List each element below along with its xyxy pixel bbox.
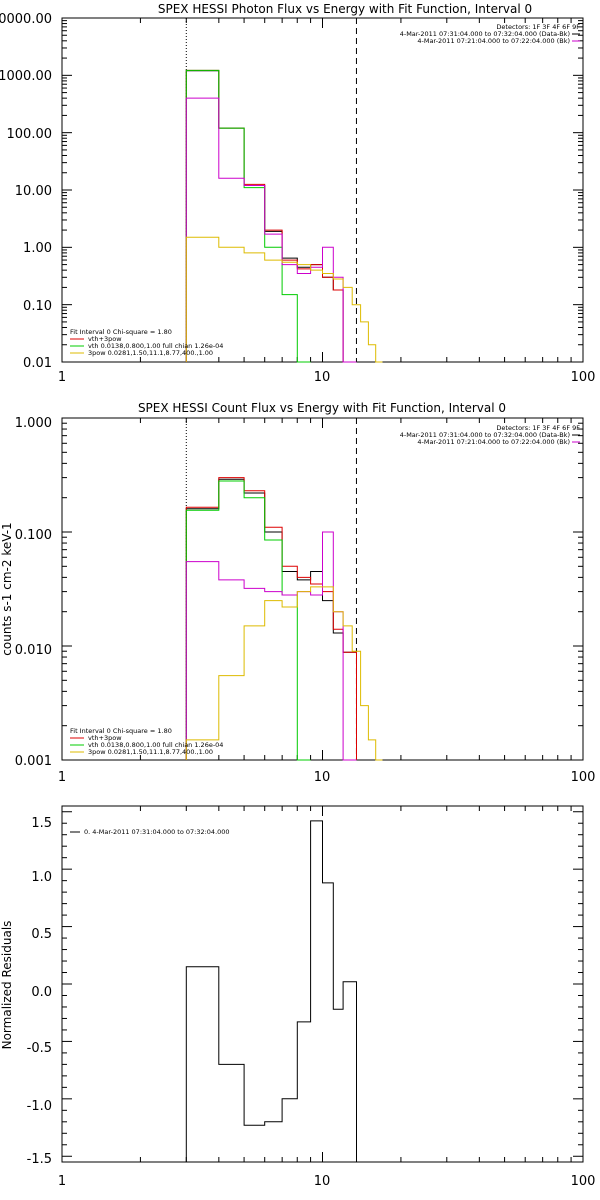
residual-legend-text: 0. 4-Mar-2011 07:31:04.000 to 07:32:04.0… <box>84 828 230 836</box>
photon-legend-bottomleft: Fit Interval 0 Chi-square = 1.80 vth+3po… <box>70 328 223 357</box>
photon-axis-ticks <box>61 18 583 363</box>
photon-y-tick-label: 0000.00 <box>0 12 52 27</box>
photon-series <box>185 69 383 363</box>
photon-vertical-markers <box>185 18 357 362</box>
residual-y-tick-label: 0.0 <box>31 985 52 1000</box>
photon-legend-topright: Detectors: 1F 3F 4F 6F 9F 4-Mar-2011 07:… <box>400 23 581 45</box>
count-y-tick-label: 1.000 <box>15 416 52 431</box>
photon-legend-total: vth+3pow <box>88 335 122 343</box>
count-legend-3pow: 3pow 0.0281,1.50,11.1,8.77,400.,1.00 <box>88 748 213 756</box>
count-x-tick-label: 100 <box>571 770 596 785</box>
photon-series-1-line <box>185 69 357 363</box>
count-series-0-line <box>185 478 357 760</box>
count-series-2-line <box>185 480 311 761</box>
count-y-tick-label: 0.100 <box>15 528 52 543</box>
residual-y-tick-label: -1.5 <box>27 1152 52 1167</box>
residual-y-tick-label: -0.5 <box>27 1041 52 1056</box>
residual-series <box>185 820 357 1162</box>
count-series <box>185 477 383 761</box>
residual-axis-ticks <box>61 806 583 1162</box>
count-legend-topright: Detectors: 1F 3F 4F 6F 9F 4-Mar-2011 07:… <box>400 424 581 446</box>
count-series-4-line <box>185 586 383 761</box>
residual-y-tick-label: 0.5 <box>31 927 52 942</box>
count-legend-total: vth+3pow <box>88 734 122 742</box>
photon-legend-detectors: Detectors: 1F 3F 4F 6F 9F <box>496 23 580 31</box>
count-y-tick-label: 0.001 <box>15 754 52 769</box>
photon-panel-title: SPEX HESSI Photon Flux vs Energy with Fi… <box>158 2 532 16</box>
photon-legend-fit-interval: Fit Interval 0 Chi-square = 1.80 <box>70 328 172 336</box>
panel-photon-flux: SPEX HESSI Photon Flux vs Energy with Fi… <box>0 2 595 385</box>
count-panel-title: SPEX HESSI Count Flux vs Energy with Fit… <box>138 401 506 415</box>
photon-x-tick-label: 100 <box>571 370 596 385</box>
photon-legend-vth: vth 0.0138,0.800,1.00 full chian 1.26e-0… <box>88 342 223 350</box>
photon-x-tick-label: 10 <box>314 370 331 385</box>
panel-count-flux: SPEX HESSI Count Flux vs Energy with Fit… <box>0 401 595 785</box>
photon-y-tick-label: 1.00 <box>23 241 52 256</box>
photon-y-tick-label: 0.10 <box>23 299 52 314</box>
count-series-1-line <box>185 477 357 760</box>
residual-series-0-line <box>185 820 357 1162</box>
residual-y-tick-label: 1.0 <box>31 870 52 885</box>
residual-x-tick-label: 100 <box>571 1174 596 1189</box>
count-vertical-markers <box>185 418 357 760</box>
panel-residuals: Normalized Residuals 1.5 1.0 0.5 0.0 -0.… <box>0 805 596 1189</box>
count-y-tick-label: 0.010 <box>15 643 52 658</box>
count-series-3-line <box>185 531 357 761</box>
photon-series-4-line <box>185 236 383 363</box>
photon-y-tick-label: 0.01 <box>23 356 52 371</box>
photon-legend-bk: 4-Mar-2011 07:21:04.000 to 07:22:04.000 … <box>417 37 570 45</box>
count-legend-vth: vth 0.0138,0.800,1.00 full chian 1.26e-0… <box>88 741 223 749</box>
residual-x-tick-label: 10 <box>314 1174 331 1189</box>
count-legend-fit-interval: Fit Interval 0 Chi-square = 1.80 <box>70 727 172 735</box>
count-x-tick-label: 10 <box>314 770 331 785</box>
residual-y-tick-label: -1.0 <box>27 1099 52 1114</box>
residual-y-tick-label: 1.5 <box>31 816 52 831</box>
count-axis-ticks <box>61 418 583 761</box>
photon-x-tick-label: 1 <box>58 370 66 385</box>
photon-series-2-line <box>185 69 311 363</box>
count-legend-data-bk: 4-Mar-2011 07:31:04.000 to 07:32:04.000 … <box>400 431 570 439</box>
photon-series-0-line <box>185 70 357 363</box>
residual-y-axis-label: Normalized Residuals <box>0 921 14 1050</box>
photon-y-tick-label: 1000.00 <box>0 69 52 84</box>
count-x-tick-label: 1 <box>58 770 66 785</box>
residual-x-tick-label: 1 <box>58 1174 66 1189</box>
photon-legend-data-bk: 4-Mar-2011 07:31:04.000 to 07:32:04.000 … <box>400 30 570 38</box>
count-legend-bottomleft: Fit Interval 0 Chi-square = 1.80 vth+3po… <box>70 727 223 756</box>
photon-plot-frame <box>61 17 584 363</box>
photon-legend-3pow: 3pow 0.0281,1.50,11.1,8.77,400.,1.00 <box>88 349 213 357</box>
count-legend-detectors: Detectors: 1F 3F 4F 6F 9F <box>496 424 580 432</box>
photon-y-tick-label: 10.00 <box>15 184 52 199</box>
residual-legend: 0. 4-Mar-2011 07:31:04.000 to 07:32:04.0… <box>70 828 230 836</box>
count-y-axis-label: counts s-1 cm-2 keV-1 <box>0 522 14 655</box>
count-legend-bk: 4-Mar-2011 07:21:04.000 to 07:22:04.000 … <box>417 438 570 446</box>
photon-y-tick-label: 100.00 <box>7 127 53 142</box>
